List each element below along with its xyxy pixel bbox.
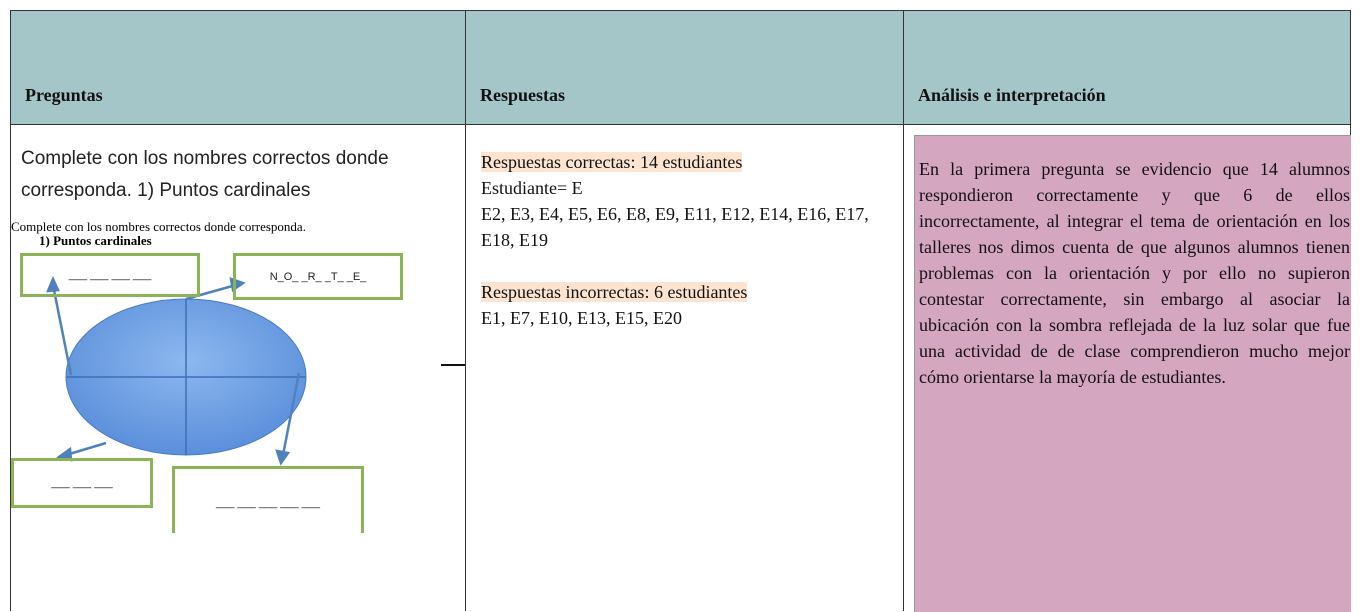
figure-label: ___ ___ ___	[11, 458, 153, 508]
analysis-text: En la primera pregunta se evidencio que …	[919, 159, 1350, 387]
answer-text: E1, E7, E10, E13, E15, E20	[481, 308, 682, 328]
figure-label: ___ ___ ___ ___ ___	[172, 466, 364, 533]
analysis-box: En la primera pregunta se evidencio que …	[914, 135, 1351, 612]
analysis-cell: En la primera pregunta se evidencio que …	[903, 124, 1351, 612]
figure-label: ___ ___ ___ ___	[20, 253, 200, 297]
figure-heading: 1) Puntos cardinales	[39, 233, 152, 248]
figure-label: N_O_ _R_ _T_ _E_	[233, 253, 403, 300]
header-cell: Preguntas	[10, 10, 466, 124]
header-text: Análisis e interpretación	[918, 85, 1106, 105]
header-cell: Análisis e interpretación	[903, 10, 1351, 124]
diagram	[46, 275, 465, 466]
highlight-text: Respuestas incorrectas: 6 estudiantes	[481, 282, 748, 302]
answer-text: Estudiante= E	[481, 178, 583, 198]
header-text: Preguntas	[25, 85, 103, 105]
question-text: Complete con los nombres correctos donde…	[21, 148, 389, 201]
answer-text: E2, E3, E4, E5, E6, E8, E9, E11, E12, E1…	[481, 204, 869, 250]
header-cell: Respuestas	[465, 10, 904, 124]
highlight-text: Respuestas correctas: 14 estudiantes	[481, 152, 743, 172]
answers-cell: Respuestas correctas: 14 estudiantes Est…	[465, 124, 904, 611]
header-text: Respuestas	[480, 85, 566, 105]
figure: Complete con los nombres correctos donde…	[11, 213, 465, 533]
question-cell: Complete con los nombres correctos donde…	[10, 124, 466, 611]
figure-caption: Complete con los nombres correctos donde…	[11, 219, 306, 234]
